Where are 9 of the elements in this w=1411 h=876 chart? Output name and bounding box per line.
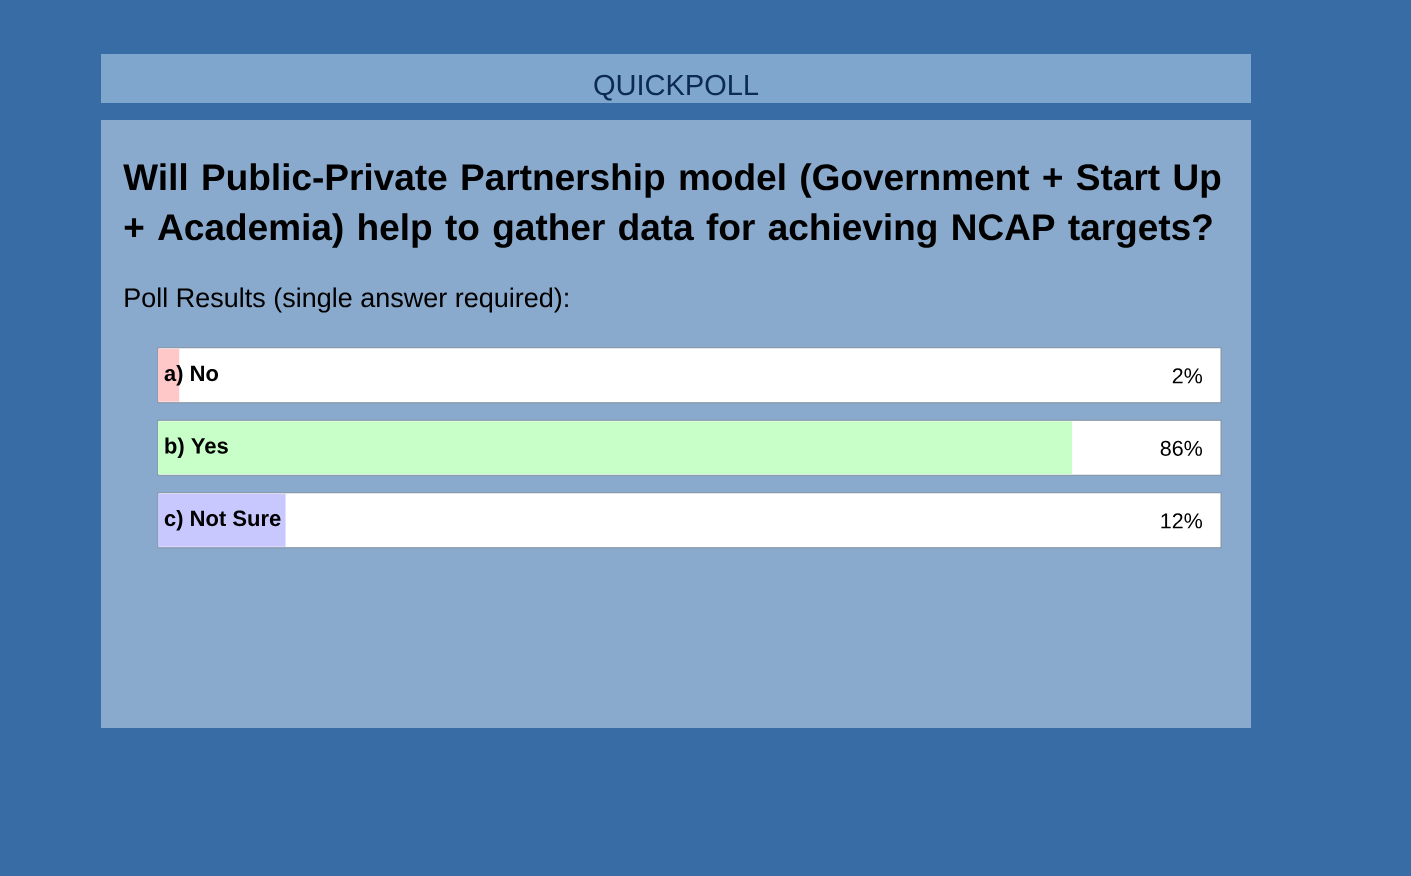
chart-title: QUICKPOLL	[594, 74, 759, 101]
data-label: 2%	[1172, 368, 1203, 384]
y-tick-label: a) No	[164, 364, 219, 386]
data-label: 86%	[1160, 440, 1203, 456]
text: Poll Results (single answer required):	[125, 287, 568, 313]
chart-subtitle: Will Public-Private Partnership model (Government + Start Up + Academia) help to gather data for achieving NCAP targets?	[123, 163, 1221, 248]
y-tick-label: b) Yes	[165, 437, 228, 458]
y-tick-label: c) Not Sure	[164, 509, 281, 531]
data-label: 12%	[1161, 513, 1203, 529]
